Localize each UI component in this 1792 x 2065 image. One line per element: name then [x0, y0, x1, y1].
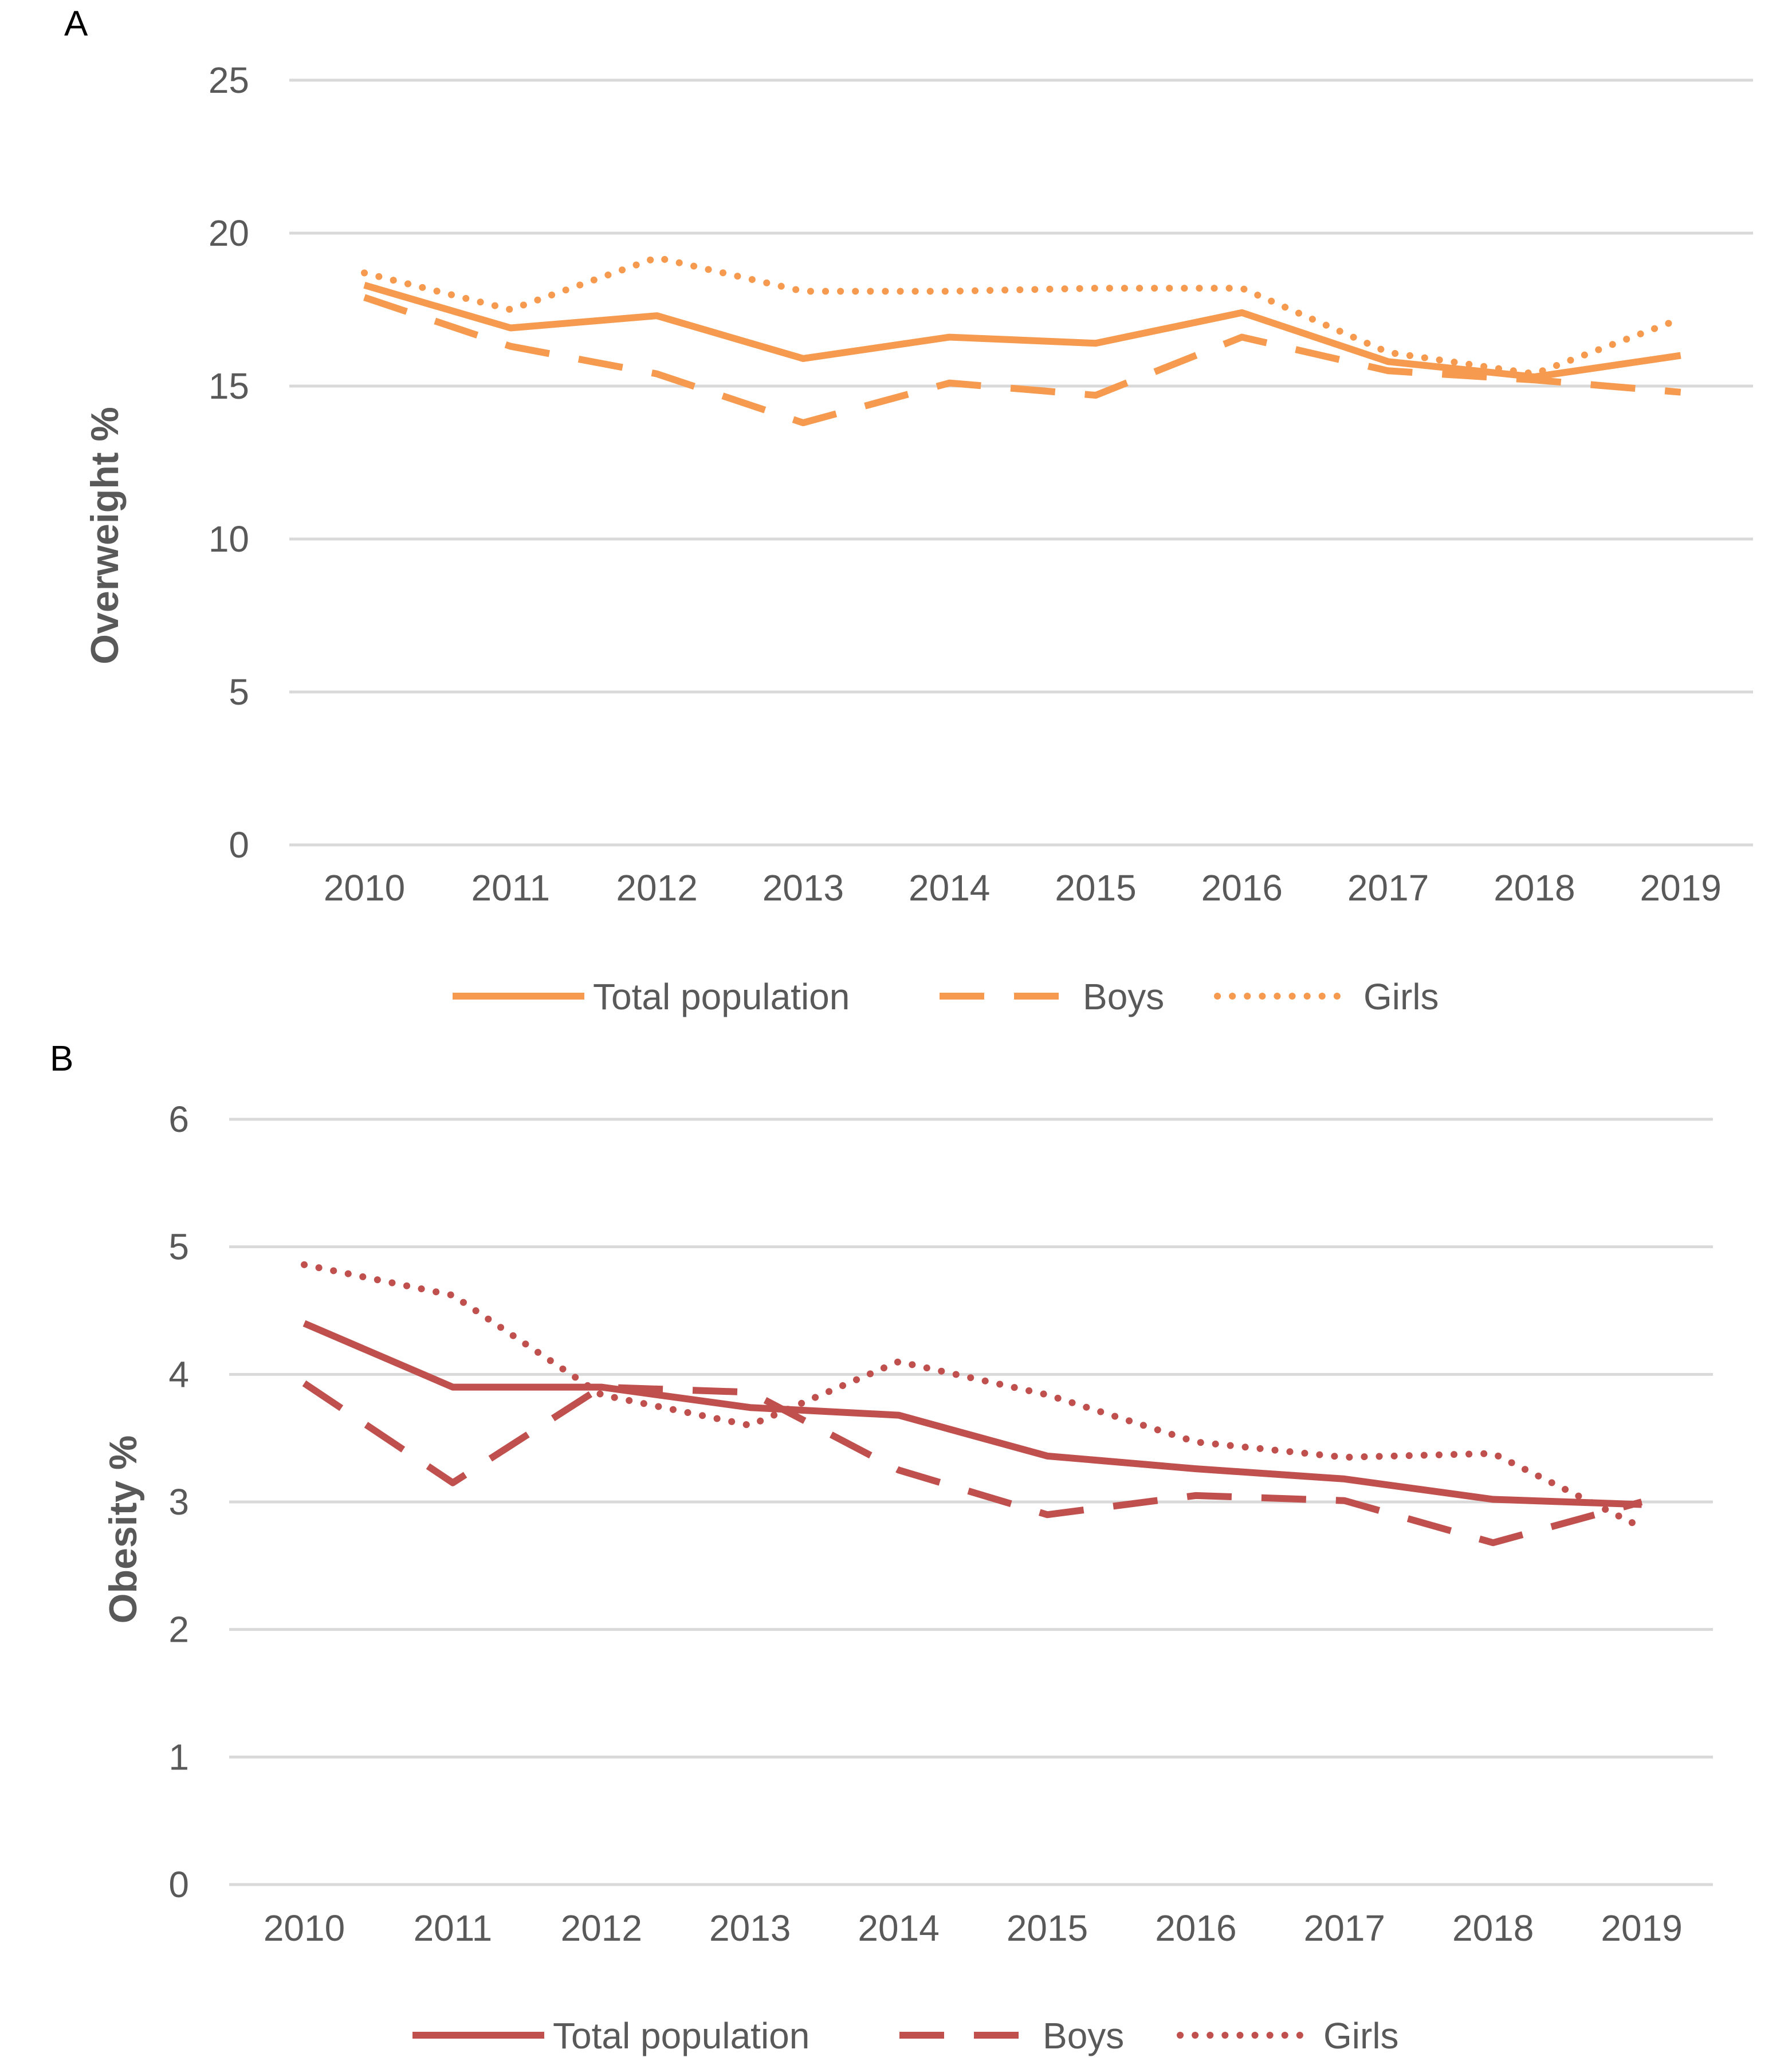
data-point-girls	[1388, 352, 1389, 353]
y-tick-label: 5	[229, 671, 249, 713]
legend-label: Boys	[1043, 2015, 1124, 2056]
legend-label: Girls	[1363, 976, 1439, 1017]
x-tick-label: 2012	[616, 867, 697, 908]
x-tick-label: 2014	[909, 867, 990, 908]
y-tick-label: 3	[168, 1481, 189, 1523]
y-tick-label: 25	[209, 60, 249, 101]
y-tick-label: 10	[209, 518, 249, 560]
x-tick-label: 2010	[264, 1907, 345, 1949]
x-tick-label: 2018	[1494, 867, 1575, 908]
y-tick-label: 15	[209, 365, 249, 407]
legend-label: Boys	[1083, 976, 1164, 1017]
y-axis-title: Obesity %	[101, 1435, 145, 1624]
series-line-girls	[301, 1261, 1645, 1531]
chart-panel-a: 0 5 10 15 20 25 2010 2011 2012 2013 2014 2015 2016 20…	[83, 60, 1753, 1017]
y-tick-label: 20	[209, 213, 249, 254]
panel-label-b: B	[50, 1039, 74, 1079]
x-tick-label: 2019	[1640, 867, 1722, 908]
x-tick-label: 2017	[1304, 1907, 1385, 1949]
series-line-boys	[363, 294, 1681, 427]
data-point-girls	[657, 257, 658, 258]
x-tick-label: 2015	[1007, 1907, 1088, 1949]
data-point-girls	[1344, 1457, 1345, 1458]
panel-label-a: A	[64, 4, 88, 44]
data-point-girls	[1195, 1441, 1196, 1442]
y-tick-label: 4	[168, 1354, 189, 1395]
data-point-girls	[1680, 318, 1681, 320]
data-point-girls	[1641, 1527, 1642, 1528]
chart-panel-b: 0 1 2 3 4 5 6 2010 2011 2012 2013 2014 2015 2016 2017 2…	[101, 1099, 1713, 2056]
x-tick-label: 2012	[561, 1907, 642, 1949]
series-line-girls	[361, 254, 1684, 377]
y-tick-label: 1	[168, 1736, 189, 1777]
legend-label: Total population	[553, 2015, 809, 2056]
x-tick-label: 2014	[858, 1907, 939, 1949]
y-axis-title: Overweight %	[83, 407, 127, 664]
x-tick-label: 2011	[414, 1907, 493, 1949]
x-tick-label: 2010	[324, 867, 405, 908]
x-tick-label: 2018	[1452, 1907, 1534, 1949]
x-tick-label: 2017	[1347, 867, 1429, 908]
y-tick-label: 2	[168, 1609, 189, 1650]
series-line-boys	[302, 1380, 1643, 1547]
legend-label: Girls	[1323, 2015, 1399, 2056]
y-tick-label: 0	[229, 824, 249, 866]
data-point-girls	[1492, 1453, 1494, 1454]
series-line-total-population	[363, 282, 1681, 380]
x-tick-label: 2013	[709, 1907, 791, 1949]
y-tick-label: 6	[168, 1099, 189, 1140]
x-tick-label: 2016	[1201, 867, 1283, 908]
x-tick-label: 2019	[1601, 1907, 1682, 1949]
x-tick-label: 2016	[1155, 1907, 1236, 1949]
y-tick-label: 0	[168, 1864, 189, 1905]
legend-label: Total population	[593, 976, 850, 1017]
x-tick-label: 2015	[1055, 867, 1136, 908]
x-tick-label: 2011	[471, 867, 550, 908]
data-point-girls	[949, 290, 950, 292]
data-point-boys	[749, 1392, 750, 1393]
y-tick-label: 5	[168, 1226, 189, 1268]
data-point-girls	[803, 290, 804, 292]
x-tick-label: 2013	[763, 867, 844, 908]
series-line-total-population	[302, 1320, 1642, 1508]
